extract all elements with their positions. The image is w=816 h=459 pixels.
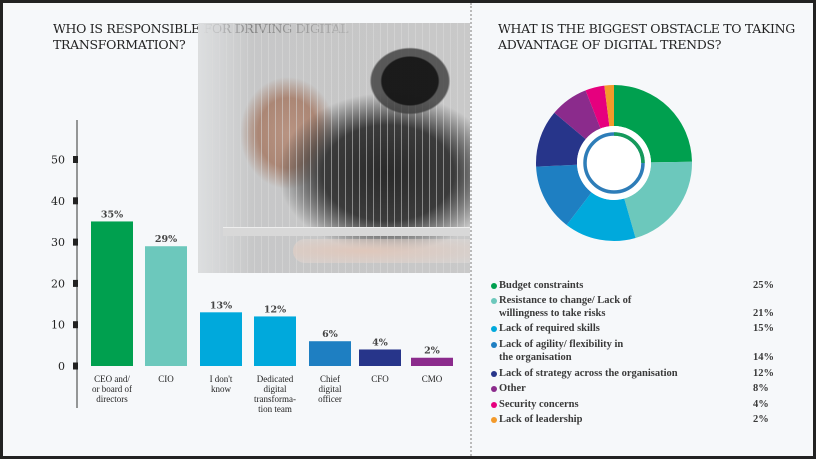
donut-slice — [585, 85, 610, 129]
bar — [359, 349, 401, 366]
legend-label: Lack of required skills — [499, 323, 600, 334]
donut-slice — [614, 85, 692, 163]
x-category-label: CFO — [371, 374, 389, 384]
donut-slice — [624, 161, 692, 238]
x-category-label: Dedicated — [257, 374, 294, 384]
y-tick-label: 10 — [51, 319, 65, 332]
donut-slice — [566, 192, 636, 241]
legend-dot-icon — [491, 342, 497, 348]
bar-chart: 0 10 20 30 40 50 35% CEO and/or board ofdirecto… — [51, 120, 453, 414]
donut-chart — [536, 85, 692, 241]
x-category-label: or board of — [92, 384, 132, 394]
y-tick-mark — [73, 156, 78, 163]
y-tick-mark — [73, 321, 78, 329]
legend-dot-icon — [491, 298, 497, 304]
legend-value: 15% — [753, 323, 774, 334]
legend-value: 2% — [753, 414, 769, 425]
y-tick-mark — [73, 238, 78, 246]
legend-label: Security concerns — [499, 399, 579, 410]
legend-dot-icon — [491, 417, 497, 423]
panel-divider — [470, 3, 472, 456]
y-tick-mark — [73, 279, 78, 287]
donut-slice — [536, 112, 586, 167]
legend-dot-icon — [491, 371, 497, 377]
hand-image — [293, 239, 470, 263]
bar-data-label: 6% — [322, 329, 338, 340]
bar — [254, 316, 296, 366]
bar-data-label: 13% — [210, 300, 232, 311]
legend-value: 8% — [753, 383, 769, 394]
legend-label: Resistance to change/ Lack of willingness… — [499, 295, 632, 319]
y-tick-mark — [73, 197, 78, 205]
x-category-label: digital — [264, 384, 287, 394]
donut-slice — [554, 90, 601, 140]
x-category-label: CMO — [422, 374, 443, 384]
y-tick-label: 50 — [51, 154, 65, 167]
bar-data-label: 35% — [101, 209, 123, 220]
legend-dot-icon — [491, 386, 497, 392]
y-tick-label: 40 — [51, 195, 65, 208]
bar — [145, 246, 187, 366]
legend-value: 25% — [753, 280, 774, 291]
x-category-label: directors — [96, 394, 128, 404]
x-category-label: I don't — [210, 374, 233, 384]
legend-label: Lack of agility/ flexibility in the organ… — [499, 339, 624, 363]
bar-data-label: 29% — [155, 234, 177, 245]
legend-value: 21% — [753, 308, 774, 319]
bar — [91, 221, 133, 366]
tablet-image — [223, 227, 470, 236]
y-tick-mark — [73, 362, 78, 370]
x-category-label: digital — [319, 384, 342, 394]
legend-label: Lack of leadership — [499, 414, 583, 425]
x-category-label: transforma- — [254, 394, 296, 404]
donut-hole — [577, 126, 651, 200]
bar-data-label: 2% — [424, 346, 440, 357]
bar-data-label: 12% — [264, 304, 286, 315]
y-tick-label: 30 — [51, 236, 65, 249]
donut-slice — [604, 85, 614, 127]
legend-label: Budget constraints — [499, 280, 584, 291]
bar — [200, 312, 242, 366]
inner-ring-accent — [613, 132, 645, 164]
x-category-label: CIO — [158, 374, 174, 384]
x-category-label: Chief — [320, 374, 340, 384]
legend-label: Lack of strategy across the organisation — [499, 368, 678, 379]
legend-dot-icon — [491, 326, 497, 332]
x-category-label: officer — [318, 394, 342, 404]
x-category-label: know — [211, 384, 232, 394]
legend-value: 14% — [753, 352, 774, 363]
infographic: WHO IS RESPONSIBLE FOR DRIVING DIGITAL T… — [3, 3, 813, 456]
legend-label: Other — [499, 383, 526, 394]
legend-value: 12% — [753, 368, 774, 379]
bar — [411, 357, 453, 366]
donut-slice — [536, 164, 592, 225]
y-tick-label: 0 — [58, 360, 65, 373]
donut-chart-title: WHAT IS THE BIGGEST OBSTACLE TO TAKING A… — [498, 21, 795, 52]
x-category-label: CEO and/ — [94, 374, 130, 384]
legend-value: 4% — [753, 399, 769, 410]
bar — [309, 341, 351, 366]
legend-dot-icon — [491, 283, 497, 289]
y-tick-label: 20 — [51, 277, 65, 290]
bar-data-label: 4% — [372, 337, 388, 348]
x-category-label: tion team — [258, 404, 292, 414]
legend-dot-icon — [491, 402, 497, 408]
